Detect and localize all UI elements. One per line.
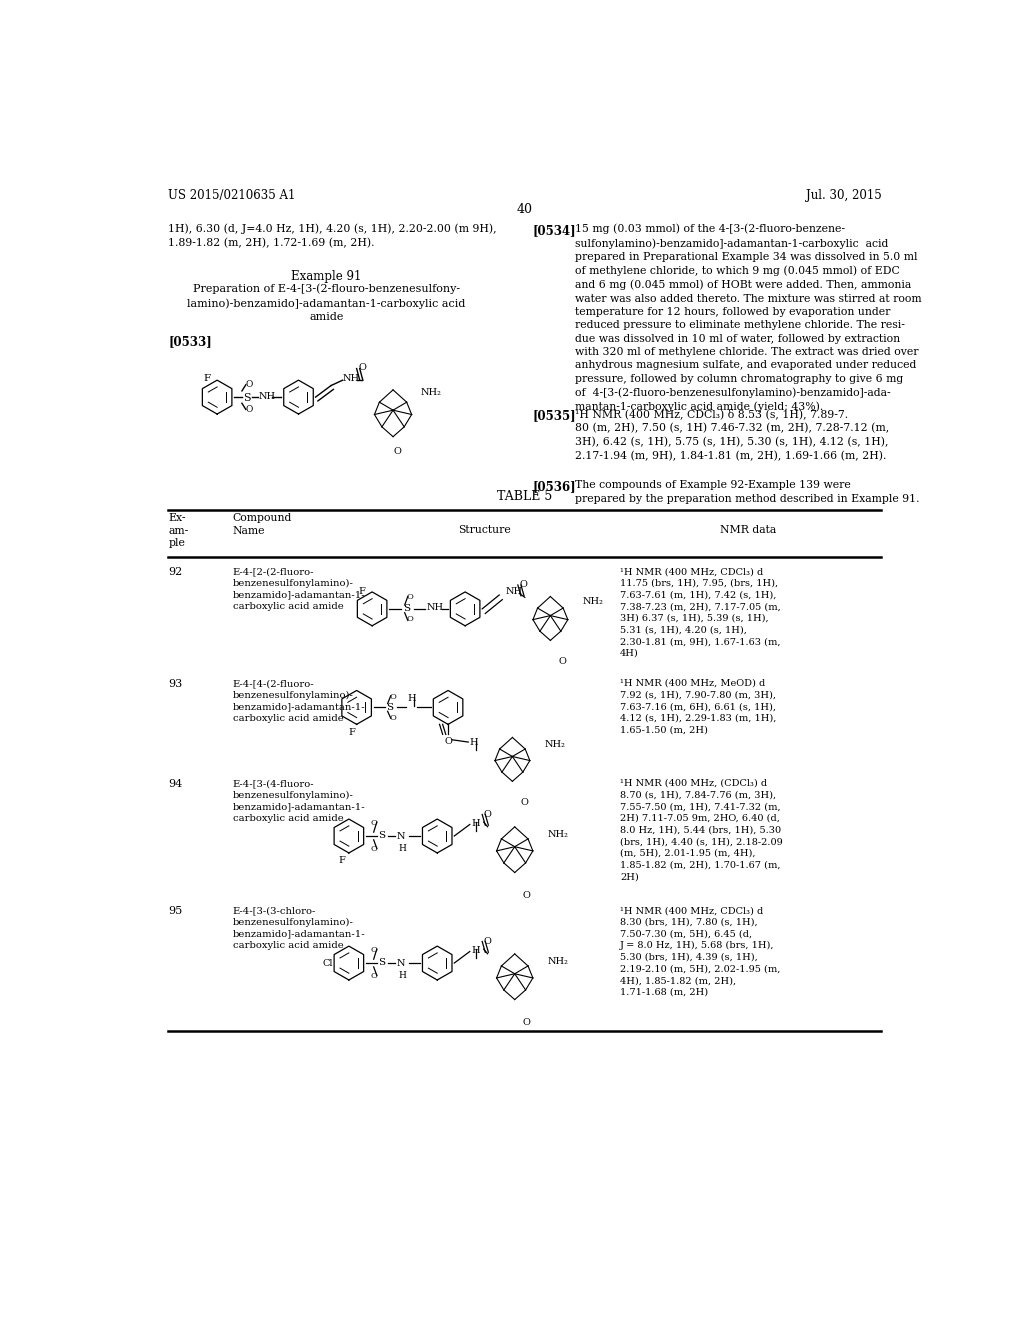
Text: NMR data: NMR data	[720, 525, 776, 535]
Text: H: H	[408, 693, 417, 702]
Text: ¹H NMR (400 MHz, (CDCl₃) d
8.70 (s, 1H), 7.84-7.76 (m, 3H),
7.55-7.50 (m, 1H), 7: ¹H NMR (400 MHz, (CDCl₃) d 8.70 (s, 1H),…	[621, 779, 783, 882]
Text: F: F	[358, 587, 365, 597]
Text: [0536]: [0536]	[532, 480, 577, 494]
Text: O: O	[444, 738, 452, 746]
Text: E-4-[2-(2-fluoro-
benzenesulfonylamino)-
benzamido]-adamantan-1-
carboxylic acid: E-4-[2-(2-fluoro- benzenesulfonylamino)-…	[232, 568, 366, 611]
Text: O: O	[371, 946, 378, 954]
Text: N: N	[397, 832, 406, 841]
Text: S: S	[386, 702, 393, 711]
Text: O: O	[389, 693, 396, 701]
Text: E-4-[4-(2-fluoro-
benzenesulfonylamino)-
benzamido]-adamantan-1-
carboxylic acid: E-4-[4-(2-fluoro- benzenesulfonylamino)-…	[232, 678, 366, 723]
Text: O: O	[483, 810, 492, 818]
Text: F: F	[338, 855, 345, 865]
Text: NH: NH	[426, 603, 443, 612]
Text: H: H	[471, 946, 480, 956]
Text: E-4-[3-(3-chloro-
benzenesulfonylamino)-
benzamido]-adamantan-1-
carboxylic acid: E-4-[3-(3-chloro- benzenesulfonylamino)-…	[232, 906, 366, 950]
Text: ¹H NMR (400 MHz, CDCl₃) δ 8.53 (s, 1H), 7.89-7.
80 (m, 2H), 7.50 (s, 1H) 7.46-7.: ¹H NMR (400 MHz, CDCl₃) δ 8.53 (s, 1H), …	[575, 409, 890, 461]
Text: O: O	[389, 714, 396, 722]
Text: 1H), 6.30 (d, J=4.0 Hz, 1H), 4.20 (s, 1H), 2.20-2.00 (m 9H),
1.89-1.82 (m, 2H), : 1H), 6.30 (d, J=4.0 Hz, 1H), 4.20 (s, 1H…	[168, 224, 497, 248]
Text: O: O	[519, 581, 527, 589]
Text: H: H	[398, 970, 407, 979]
Text: Preparation of E-4-[3-(2-flouro-benzenesulfony-
lamino)-benzamido]-adamantan-1-c: Preparation of E-4-[3-(2-flouro-benzenes…	[187, 284, 466, 322]
Text: O: O	[522, 1019, 530, 1027]
Text: 95: 95	[168, 906, 182, 916]
Text: NH: NH	[506, 587, 522, 597]
Text: [0533]: [0533]	[168, 335, 212, 348]
Text: NH: NH	[258, 392, 275, 401]
Text: 94: 94	[168, 779, 182, 789]
Text: S: S	[243, 393, 250, 403]
Text: O: O	[407, 615, 413, 623]
Text: 92: 92	[168, 568, 182, 577]
Text: [0535]: [0535]	[532, 409, 577, 421]
Text: O: O	[520, 799, 528, 808]
Text: Compound
Name: Compound Name	[232, 513, 292, 536]
Text: F: F	[203, 374, 210, 383]
Text: O: O	[522, 891, 530, 900]
Text: H: H	[471, 818, 480, 828]
Text: Cl: Cl	[323, 960, 333, 968]
Text: 93: 93	[168, 678, 182, 689]
Text: O: O	[407, 594, 413, 602]
Text: NH: NH	[343, 374, 359, 383]
Text: O: O	[358, 363, 366, 372]
Text: 15 mg (0.03 mmol) of the 4-[3-(2-fluoro-benzene-
sulfonylamino)-benzamido]-adama: 15 mg (0.03 mmol) of the 4-[3-(2-fluoro-…	[575, 224, 922, 412]
Text: Structure: Structure	[458, 525, 511, 535]
Text: ¹H NMR (400 MHz, CDCl₃) d
8.30 (brs, 1H), 7.80 (s, 1H),
7.50-7.30 (m, 5H), 6.45 : ¹H NMR (400 MHz, CDCl₃) d 8.30 (brs, 1H)…	[621, 906, 780, 997]
Text: H: H	[470, 738, 478, 747]
Text: O: O	[483, 937, 492, 946]
Text: US 2015/0210635 A1: US 2015/0210635 A1	[168, 189, 296, 202]
Text: [0534]: [0534]	[532, 224, 577, 236]
Text: O: O	[558, 657, 566, 667]
Text: Ex-
am-
ple: Ex- am- ple	[168, 513, 188, 548]
Text: NH₂: NH₂	[547, 957, 568, 966]
Text: ¹H NMR (400 MHz, MeOD) d
7.92 (s, 1H), 7.90-7.80 (m, 3H),
7.63-7.16 (m, 6H), 6.6: ¹H NMR (400 MHz, MeOD) d 7.92 (s, 1H), 7…	[621, 678, 776, 734]
Text: F: F	[349, 729, 355, 737]
Text: TABLE 5: TABLE 5	[498, 490, 552, 503]
Text: NH₂: NH₂	[545, 739, 566, 748]
Text: H: H	[398, 843, 407, 853]
Text: O: O	[393, 447, 401, 457]
Text: E-4-[3-(4-fluoro-
benzenesulfonylamino)-
benzamido]-adamantan-1-
carboxylic acid: E-4-[3-(4-fluoro- benzenesulfonylamino)-…	[232, 779, 366, 824]
Text: O: O	[371, 818, 378, 828]
Text: 40: 40	[517, 203, 532, 216]
Text: NH₂: NH₂	[547, 830, 568, 838]
Text: N: N	[397, 960, 406, 968]
Text: S: S	[378, 958, 385, 968]
Text: O: O	[246, 380, 253, 389]
Text: O: O	[371, 845, 378, 853]
Text: NH₂: NH₂	[420, 388, 441, 397]
Text: The compounds of Example 92-Example 139 were
prepared by the preparation method : The compounds of Example 92-Example 139 …	[575, 480, 920, 504]
Text: O: O	[246, 405, 253, 413]
Text: Jul. 30, 2015: Jul. 30, 2015	[806, 189, 882, 202]
Text: S: S	[403, 605, 411, 614]
Text: Example 91: Example 91	[291, 271, 361, 282]
Text: O: O	[371, 973, 378, 981]
Text: S: S	[378, 832, 385, 841]
Text: ¹H NMR (400 MHz, CDCl₃) d
11.75 (brs, 1H), 7.95, (brs, 1H),
7.63-7.61 (m, 1H), 7: ¹H NMR (400 MHz, CDCl₃) d 11.75 (brs, 1H…	[621, 568, 781, 657]
Text: NH₂: NH₂	[583, 597, 604, 606]
